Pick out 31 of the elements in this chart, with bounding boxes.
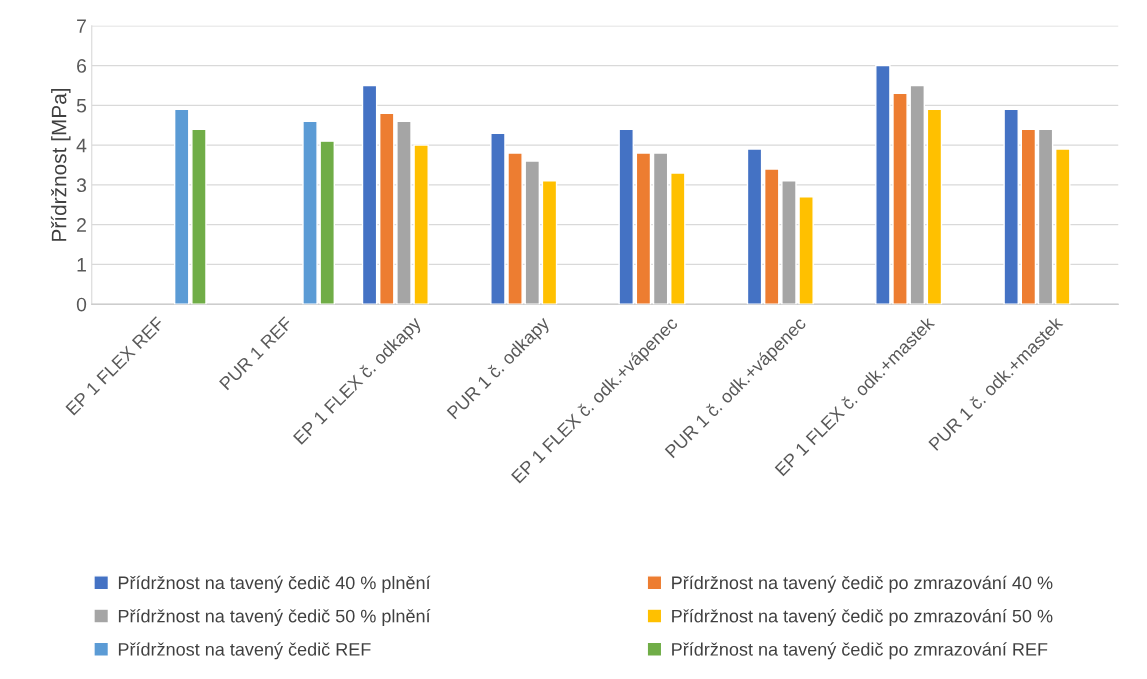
bar [746, 148, 763, 305]
legend-label: Přídržnost na tavený čedič 40 % plnění [118, 575, 431, 593]
bar [191, 128, 207, 305]
y-tick-label: 6 [77, 59, 87, 73]
bar [652, 152, 669, 305]
y-tick-label: 0 [76, 297, 87, 312]
bar [1020, 128, 1037, 305]
bar [670, 172, 686, 305]
bar [524, 160, 541, 305]
bar [1055, 148, 1071, 305]
bar [1037, 128, 1054, 305]
bar [361, 84, 378, 305]
legend-label: Přídržnost na tavený čedič REF [118, 642, 371, 660]
bar [173, 108, 190, 305]
y-tick-label: 2 [77, 218, 86, 232]
y-axis-title: Přídržnost [MPa] [50, 88, 71, 241]
bar [635, 152, 652, 305]
y-tick-label: 1 [77, 258, 86, 272]
y-tick-label: 7 [77, 19, 86, 33]
legend-label: Přídržnost na tavený čedič po zmrazování 50 % [672, 609, 1053, 627]
y-tick-label: 3 [76, 178, 87, 193]
legend-label: Přídržnost na tavený čedič 50 % plnění [118, 609, 431, 627]
bar [763, 168, 780, 305]
legend-label: Přídržnost na tavený čedič po zmrazování 40 % [672, 575, 1053, 593]
bar [1003, 108, 1019, 305]
bar [926, 108, 943, 305]
legend-label: Přídržnost na tavený čedič po zmrazování REF [672, 642, 1048, 660]
y-tick-label: 5 [76, 99, 87, 113]
bar [541, 180, 558, 305]
y-tick-label: 4 [76, 138, 87, 153]
bar [618, 128, 634, 305]
